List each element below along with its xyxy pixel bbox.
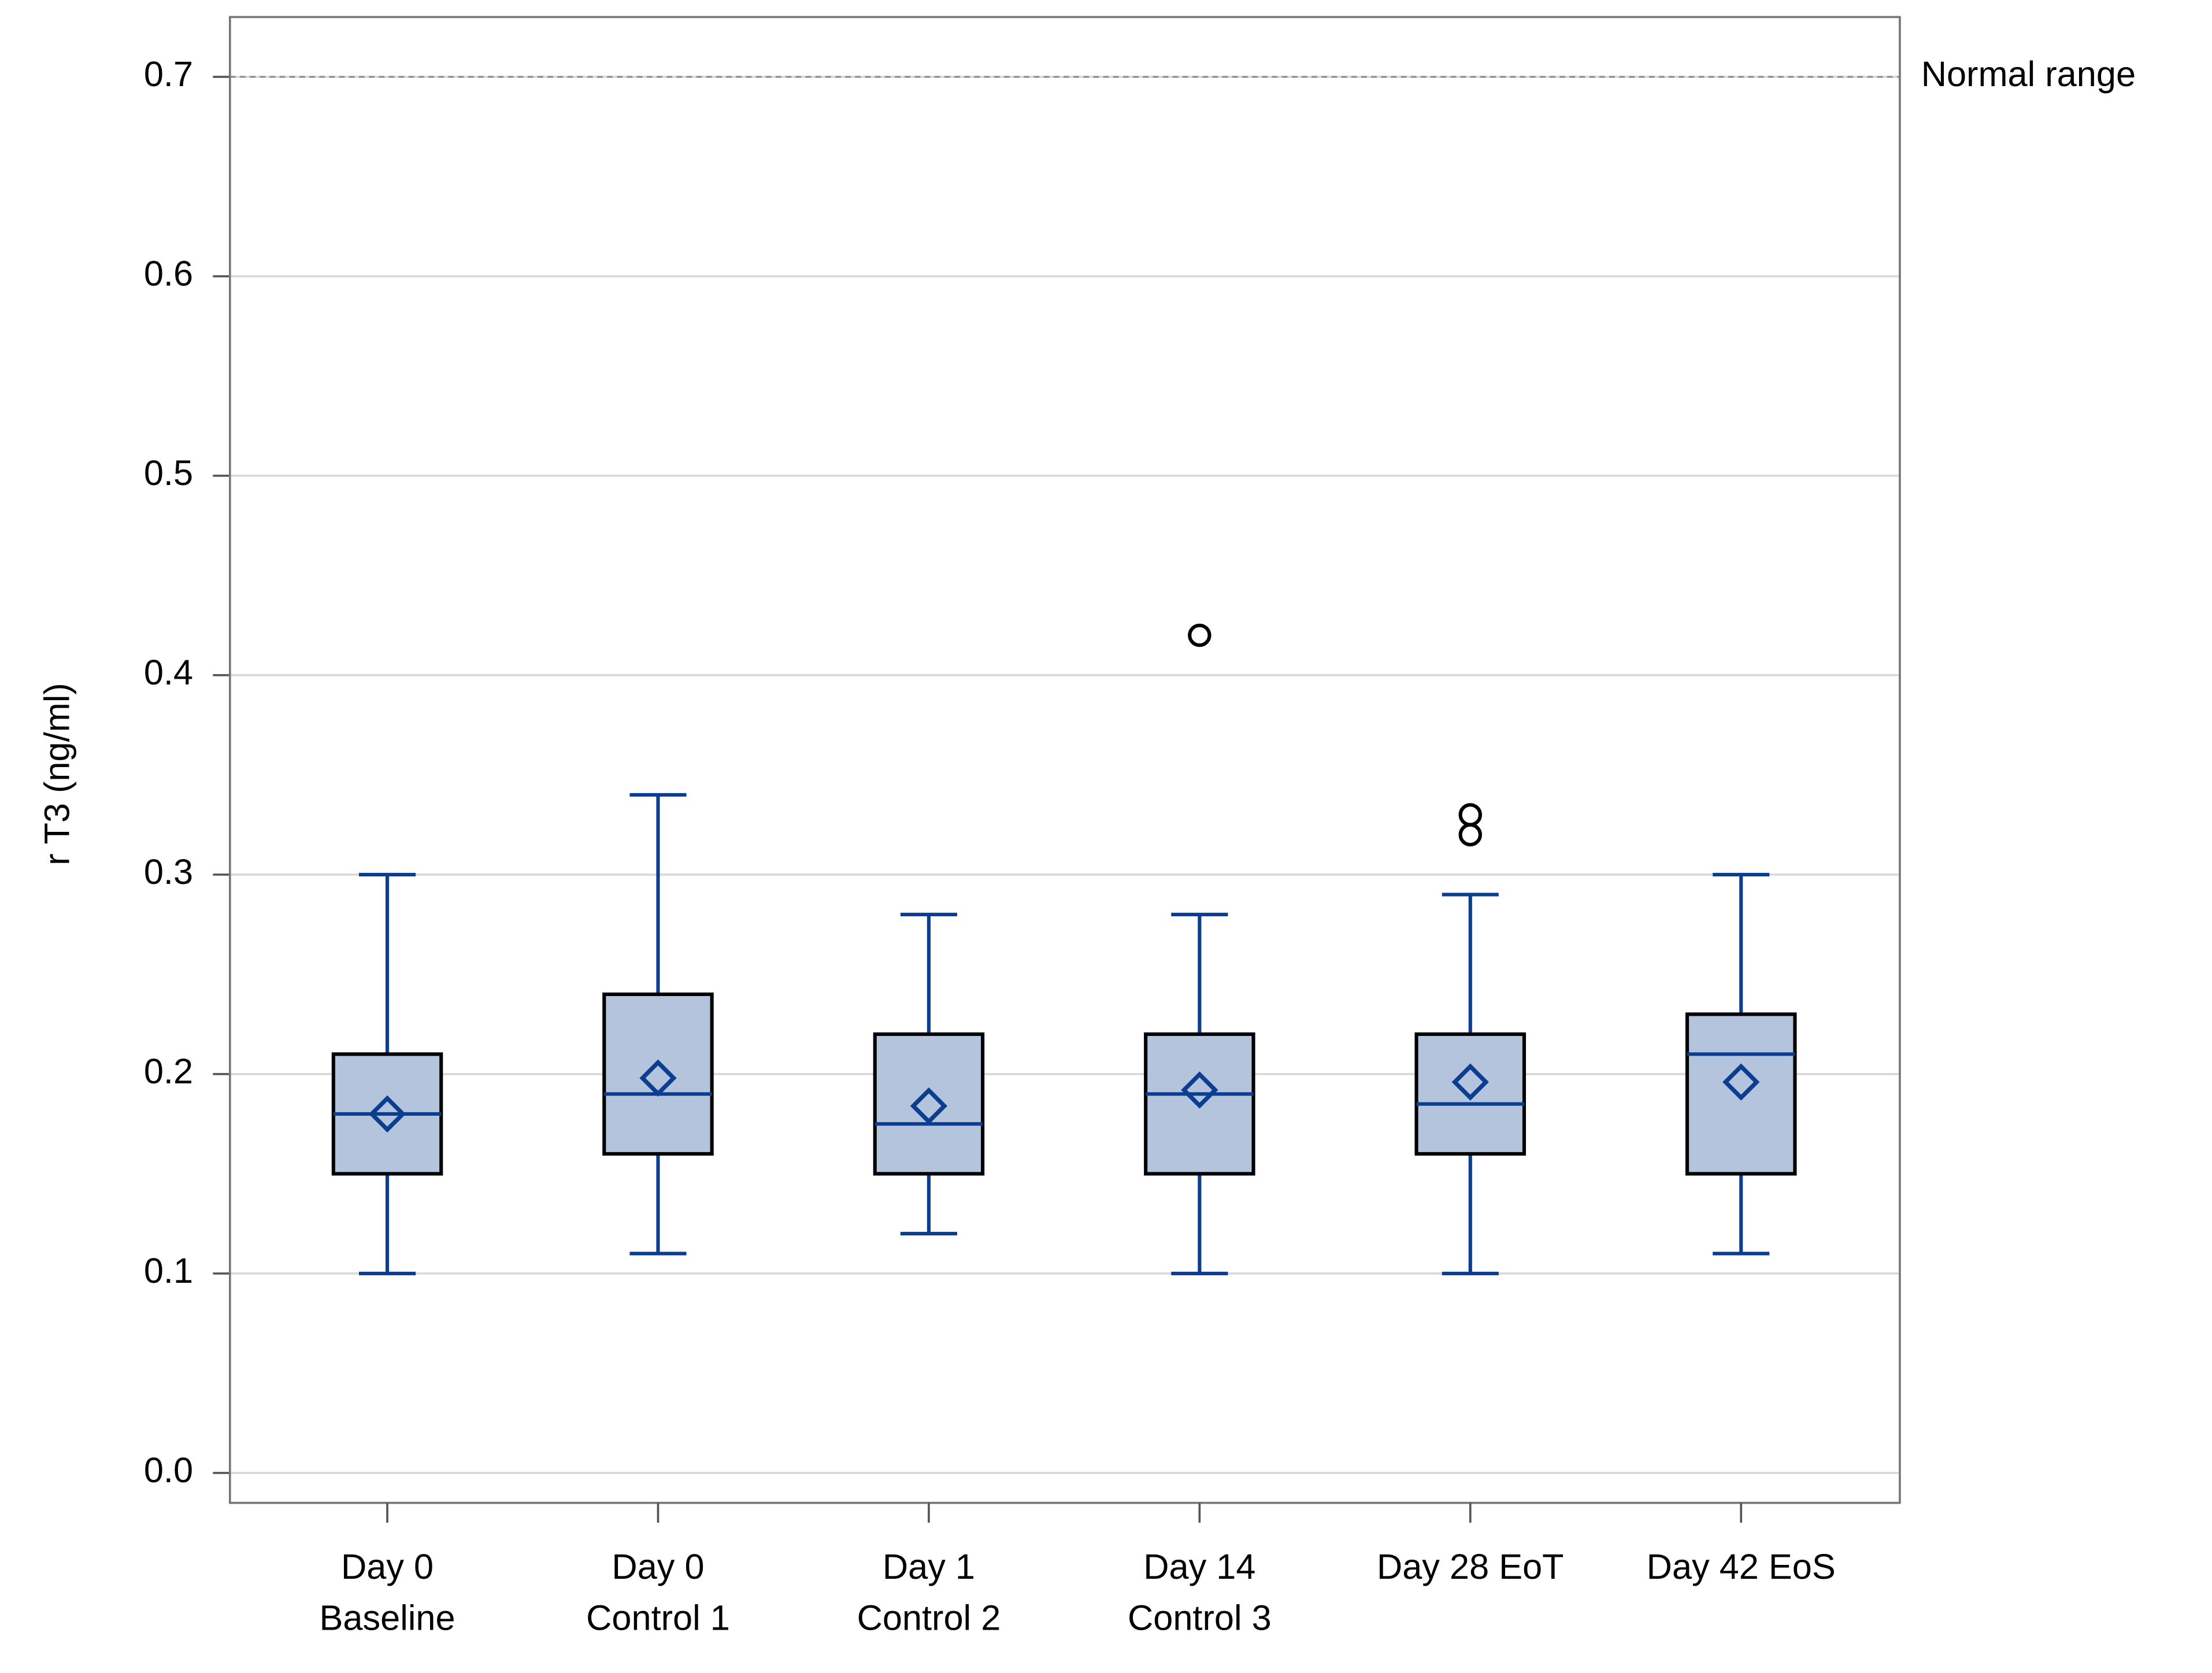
box: [1414, 1032, 1526, 1156]
y-axis-label: r T3 (ng/ml): [37, 683, 77, 865]
box: [873, 1032, 985, 1176]
outlier: [1188, 623, 1211, 647]
x-tick-label: Control 1: [586, 1597, 730, 1637]
mean-marker: [1722, 1063, 1760, 1101]
reference-label: Normal range: [1921, 54, 2136, 94]
x-tick-label: Day 0: [341, 1546, 433, 1586]
mean-marker: [1181, 1071, 1218, 1109]
y-tick-label: 0.3: [144, 852, 193, 891]
x-tick-label: Control 2: [857, 1597, 1001, 1637]
mean-marker: [910, 1087, 948, 1125]
y-tick-label: 0.4: [144, 652, 193, 692]
x-tick-label: Baseline: [319, 1597, 455, 1637]
y-tick-label: 0.7: [144, 54, 193, 94]
x-tick-label: Day 0: [612, 1546, 704, 1586]
box: [1685, 1012, 1797, 1176]
x-tick-label: Day 1: [883, 1546, 975, 1586]
box: [602, 992, 714, 1156]
y-tick-label: 0.1: [144, 1250, 193, 1290]
y-tick-label: 0.6: [144, 253, 193, 293]
mean-marker: [639, 1059, 677, 1097]
x-tick-label: Control 3: [1128, 1597, 1272, 1637]
outlier: [1458, 823, 1483, 847]
outlier: [1458, 803, 1483, 827]
y-tick-label: 0.2: [144, 1051, 193, 1091]
x-tick-label: Day 42 EoS: [1647, 1546, 1836, 1586]
x-tick-label: Day 14: [1143, 1546, 1255, 1586]
x-tick-label: Day 28 EoT: [1377, 1546, 1564, 1586]
plot-frame: [228, 16, 1901, 1504]
y-tick-label: 0.0: [144, 1450, 193, 1490]
y-tick-label: 0.5: [144, 453, 193, 493]
mean-marker: [1451, 1063, 1489, 1101]
box: [1144, 1032, 1255, 1176]
mean-marker: [368, 1095, 406, 1133]
